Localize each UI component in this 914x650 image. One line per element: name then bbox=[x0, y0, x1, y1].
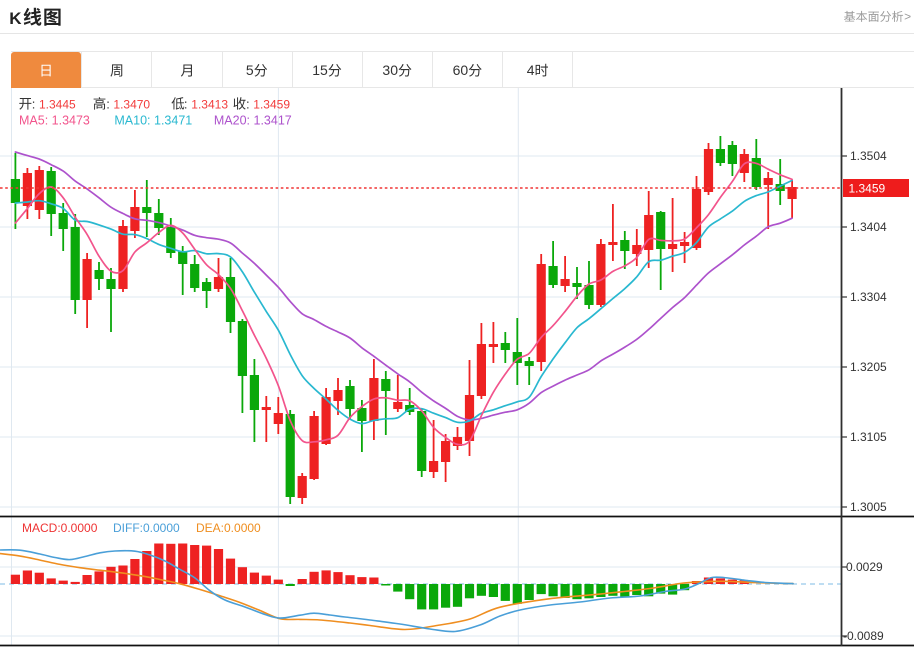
svg-text:1.3459: 1.3459 bbox=[849, 182, 886, 196]
svg-text:1.3459: 1.3459 bbox=[253, 97, 290, 111]
svg-text:1.3105: 1.3105 bbox=[850, 430, 887, 444]
svg-text:1.3005: 1.3005 bbox=[850, 500, 887, 514]
svg-text::: : bbox=[32, 96, 36, 111]
svg-text:1.3304: 1.3304 bbox=[850, 290, 887, 304]
svg-text:1.3445: 1.3445 bbox=[39, 97, 76, 111]
svg-text::: : bbox=[106, 96, 110, 111]
svg-text:MA20: 1.3417: MA20: 1.3417 bbox=[214, 114, 292, 128]
svg-text:1.3205: 1.3205 bbox=[850, 360, 887, 374]
svg-text:15: 15 bbox=[312, 62, 328, 78]
svg-text:1.3413: 1.3413 bbox=[191, 97, 228, 111]
svg-text:-0.0089: -0.0089 bbox=[843, 629, 884, 643]
svg-text:30: 30 bbox=[382, 62, 398, 78]
svg-text:K: K bbox=[9, 9, 22, 28]
svg-text:MA5: 1.3473: MA5: 1.3473 bbox=[19, 114, 90, 128]
svg-text:MA10: 1.3471: MA10: 1.3471 bbox=[114, 114, 192, 128]
svg-text:DIFF:0.0000: DIFF:0.0000 bbox=[113, 521, 180, 535]
svg-text:60: 60 bbox=[453, 62, 469, 78]
svg-text:1.3504: 1.3504 bbox=[850, 149, 887, 163]
svg-text:1.3470: 1.3470 bbox=[113, 97, 150, 111]
svg-text:4: 4 bbox=[527, 62, 535, 78]
svg-text:1.3404: 1.3404 bbox=[850, 220, 887, 234]
svg-text:MACD:0.0000: MACD:0.0000 bbox=[22, 521, 98, 535]
svg-text:DEA:0.0000: DEA:0.0000 bbox=[196, 521, 261, 535]
svg-text::: : bbox=[184, 96, 188, 111]
svg-text:5: 5 bbox=[246, 62, 254, 78]
svg-text:0.0029: 0.0029 bbox=[846, 560, 883, 574]
svg-text::: : bbox=[246, 96, 250, 111]
svg-text:>: > bbox=[904, 9, 911, 23]
